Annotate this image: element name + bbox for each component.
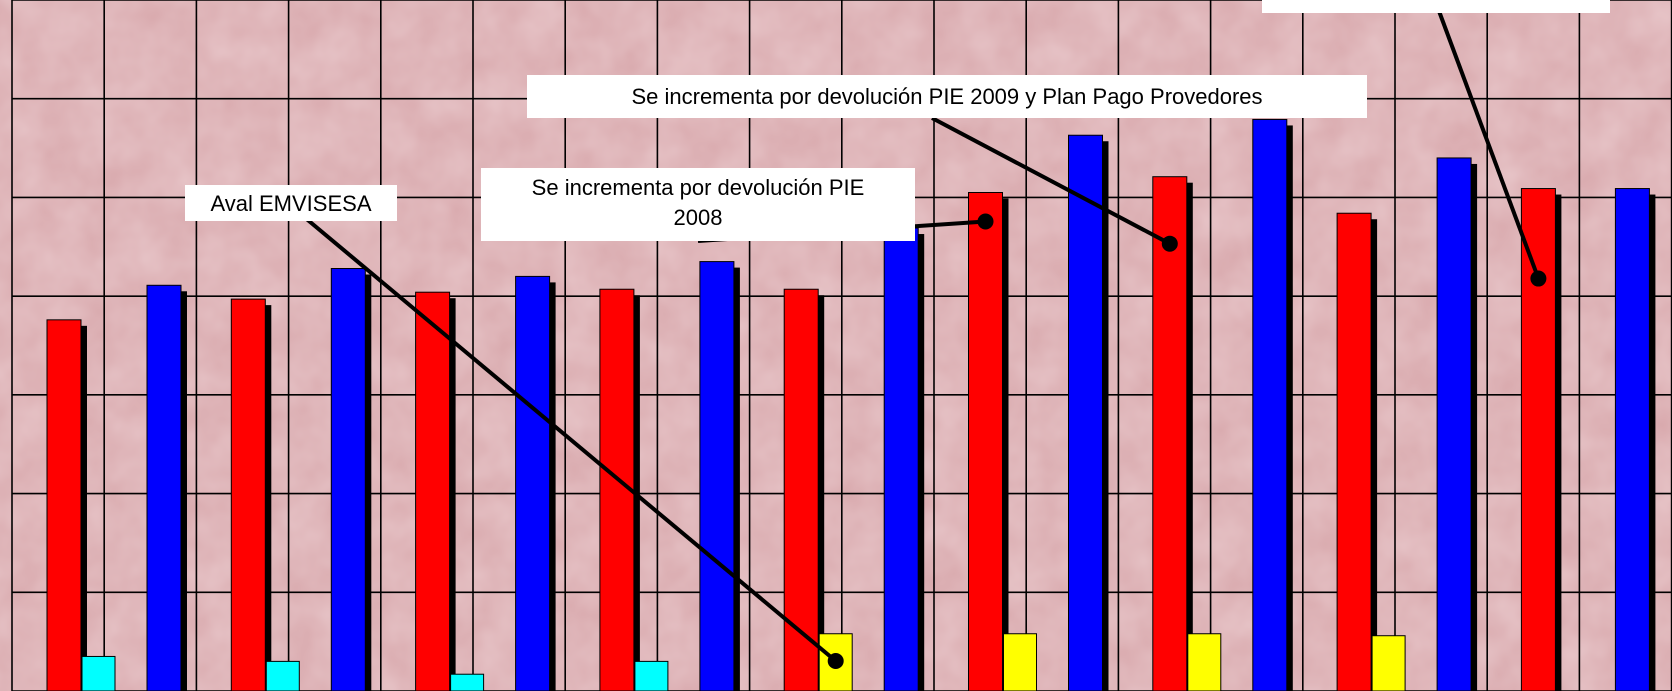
bar-red [415,291,451,691]
bar-blue [1436,157,1472,691]
bar-red [1336,212,1372,691]
annotation-pie2009-text: Se incrementa por devolución PIE 2009 y … [631,84,1262,109]
bar-blue [1252,118,1288,691]
annotation-pie2009-box [527,75,1367,118]
annotation-aval: Aval EMVISESA [185,185,397,221]
leader-dot-aval [827,653,844,669]
bar-red [968,191,1003,691]
bar-blue [1068,134,1103,691]
bar-blue [699,261,735,691]
annotation-cut-box [1262,0,1610,13]
leader-aval [289,204,837,663]
annotation-aval-text: Aval EMVISESA [211,191,372,216]
annotation-pie2008-box [481,168,915,241]
bar-cyan [81,655,116,691]
annotation-pie2008-line1: Se incrementa por devolución PIE [532,175,865,200]
bar-yellow [1371,635,1406,691]
annotation-aval-box [185,185,397,221]
bar-blue [146,284,182,691]
leader-dot-pie2008 [977,213,994,230]
bar-red [230,298,266,691]
bar-red [46,319,82,691]
bar-blue [515,275,551,691]
annotation-pie2008: Se incrementa por devolución PIE 2008 [481,168,915,241]
bar-red [1152,176,1188,691]
bar-red [1520,188,1556,691]
leader-dot-pie2009 [1161,235,1178,252]
leader-dot-cut [1530,270,1547,287]
annotation-pie2008-line2: 2008 [674,205,723,230]
bar-yellow [1003,633,1037,691]
annotation-pie2009: Se incrementa por devolución PIE 2009 y … [527,75,1367,118]
bar-cyan [265,660,300,691]
leader-cut [1434,2,1541,280]
bar-yellow [1187,633,1222,691]
bar-blue [330,268,366,691]
bars-layer [46,118,1656,691]
bar-cyan [634,660,669,691]
bar-cyan [450,673,485,691]
bar-blue [1614,188,1650,691]
bar-blue [883,227,919,691]
leader-pie2009 [931,116,1171,246]
annotation-cut [1262,0,1610,13]
